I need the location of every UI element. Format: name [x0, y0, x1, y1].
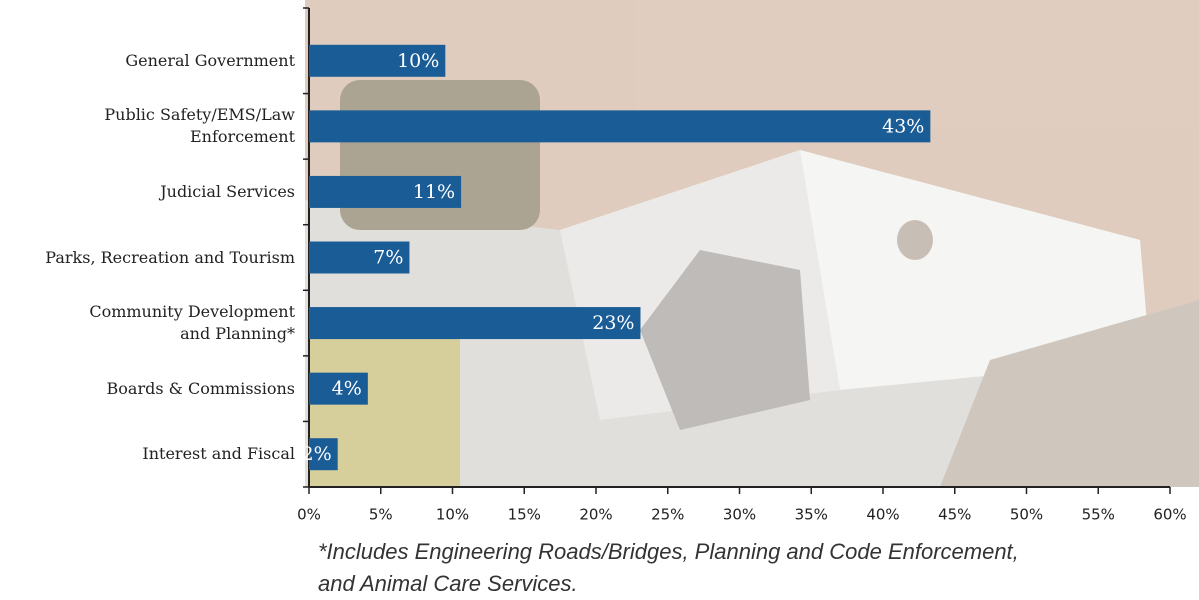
- x-tick-label: 35%: [795, 506, 828, 524]
- category-label: Judicial Services: [0, 181, 295, 203]
- x-tick-label: 30%: [723, 506, 756, 524]
- footnote: *Includes Engineering Roads/Bridges, Pla…: [318, 536, 1019, 600]
- x-tick-label: 10%: [436, 506, 469, 524]
- value-label: 23%: [592, 312, 634, 334]
- x-tick-label: 50%: [1010, 506, 1043, 524]
- value-label: 2%: [302, 443, 332, 465]
- x-tick-label: 45%: [938, 506, 971, 524]
- x-tick-label: 20%: [579, 506, 612, 524]
- x-tick-label: 15%: [508, 506, 541, 524]
- bar: [309, 110, 930, 142]
- category-label: Parks, Recreation and Tourism: [0, 247, 295, 269]
- chart-svg: 0% 5% 10% 15% 20% 25% 30% 35% 40% 45% 50% 55% 60% 10%…: [0, 0, 1199, 600]
- chart: 0% 5% 10% 15% 20% 25% 30% 35% 40% 45% 50% 55% 60% 10%…: [0, 0, 1199, 600]
- value-label: 4%: [332, 378, 362, 400]
- category-label: Interest and Fiscal: [0, 443, 295, 465]
- bar: [309, 307, 640, 339]
- value-label: 7%: [373, 247, 403, 269]
- value-label: 43%: [882, 115, 924, 137]
- category-label: General Government: [0, 50, 295, 72]
- category-label: Public Safety/EMS/Law Enforcement: [0, 104, 295, 148]
- category-label: Community Development and Planning*: [0, 301, 295, 345]
- category-label: Boards & Commissions: [0, 378, 295, 400]
- value-label: 11%: [413, 181, 455, 203]
- x-tick-label: 25%: [651, 506, 684, 524]
- x-tick-label: 5%: [369, 506, 393, 524]
- x-tick-label: 60%: [1153, 506, 1186, 524]
- x-tick-label: 40%: [866, 506, 899, 524]
- x-tick-label: 0%: [297, 506, 321, 524]
- x-tick-label: 55%: [1082, 506, 1115, 524]
- value-label: 10%: [397, 50, 439, 72]
